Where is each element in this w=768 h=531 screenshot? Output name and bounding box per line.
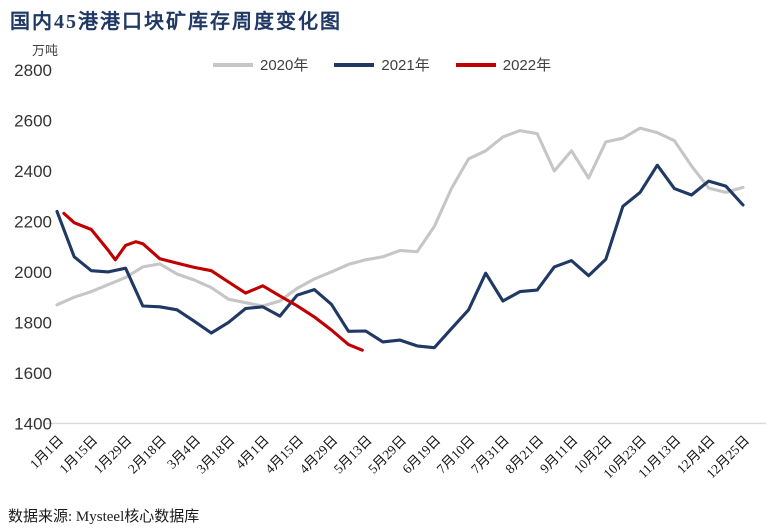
legend-item-2022: 2022年 [455, 54, 552, 75]
legend-label-2020: 2020年 [260, 57, 309, 74]
legend-item-2020: 2020年 [213, 54, 308, 75]
y-axis-tick-label: 2600 [14, 111, 52, 130]
legend: 2020年 2021年 2022年 [213, 54, 551, 75]
x-axis-tick-label: 3月18日 [194, 433, 238, 477]
y-axis-tick-label: 2400 [14, 162, 52, 181]
legend-label-2022: 2022年 [502, 57, 552, 74]
legend-swatch-2020 [213, 62, 253, 67]
source-note: 数据来源: Mysteel核心数据库 [8, 509, 200, 525]
legend-item-2021: 2021年 [334, 54, 430, 75]
y-axis-tick-label: 1400 [14, 414, 52, 433]
series-line-2020年 [55, 126, 745, 308]
y-axis-tick-label: 1800 [14, 313, 52, 332]
y-axis-tick-label: 2800 [14, 61, 52, 80]
legend-swatch-2022 [455, 62, 496, 67]
x-axis-tick-label: 2月18日 [125, 433, 169, 477]
y-axis-tick-label: 1600 [14, 364, 52, 383]
legend-label-2021: 2021年 [381, 57, 430, 74]
y-axis-unit-label: 万吨 [32, 43, 59, 58]
y-axis-tick-label: 2200 [14, 212, 52, 231]
y-axis-tick-label: 2000 [14, 263, 52, 282]
series-line-2022年 [62, 211, 364, 352]
series-line-2021年 [55, 163, 745, 350]
chart-title: 国内45港港口块矿库存周度变化图 [10, 11, 342, 33]
legend-swatch-2021 [334, 62, 375, 67]
x-axis-tick-label: 8月21日 [502, 433, 546, 477]
